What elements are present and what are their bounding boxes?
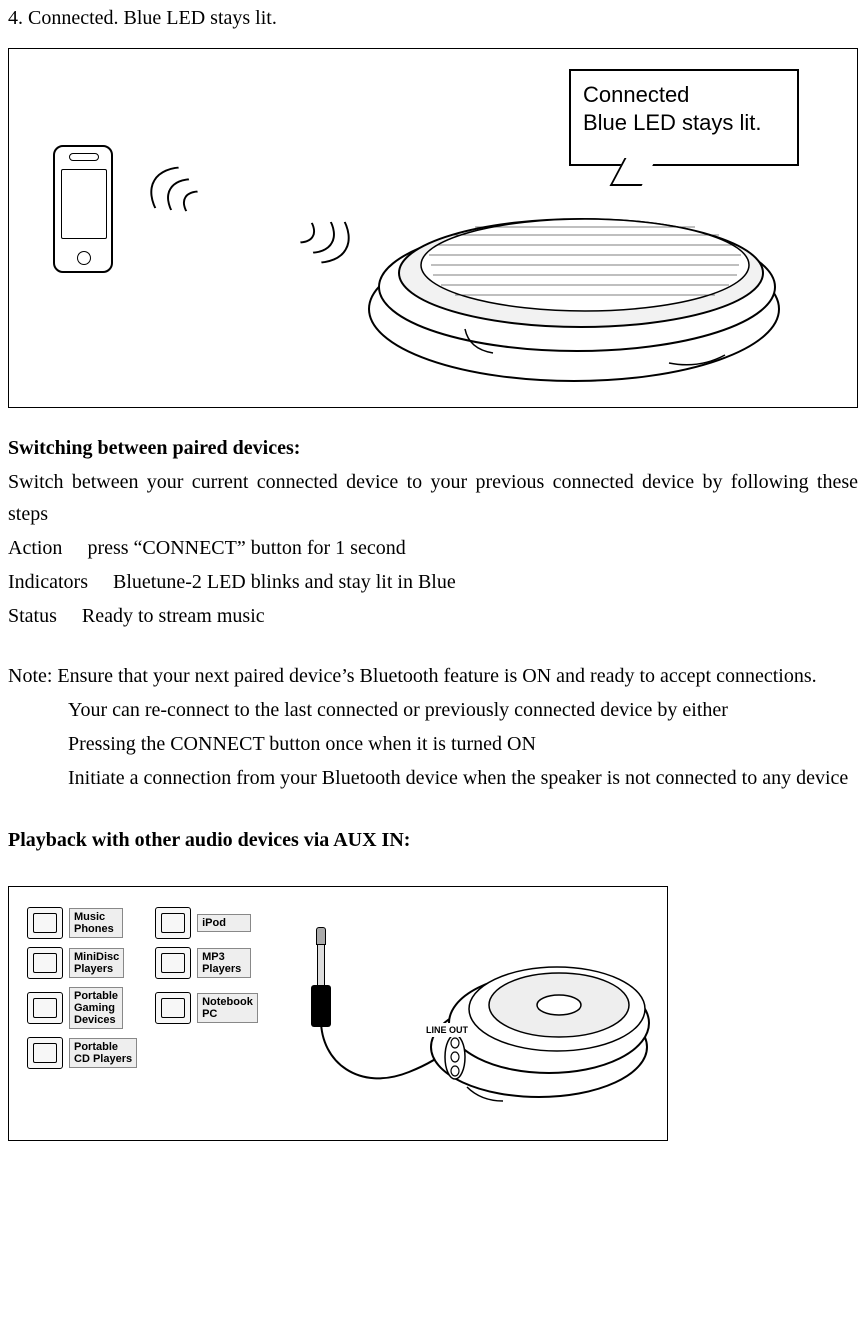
device-cd: PortableCD Players bbox=[27, 1037, 137, 1069]
callout-line1: Connected bbox=[583, 81, 785, 109]
device-icon bbox=[27, 1037, 63, 1069]
step-4-text: 4. Connected. Blue LED stays lit. bbox=[8, 2, 858, 34]
device-icon bbox=[27, 992, 63, 1024]
device-label: PortableGamingDevices bbox=[69, 987, 123, 1029]
device-notebook: NotebookPC bbox=[155, 987, 258, 1029]
switching-indicators: Indicators Bluetune-2 LED blinks and sta… bbox=[8, 566, 858, 598]
device-icon bbox=[27, 907, 63, 939]
speaker-illustration bbox=[349, 169, 789, 399]
device-label: PortableCD Players bbox=[69, 1038, 137, 1068]
device-grid: MusicPhones iPod MiniDiscPlayers MP3Play… bbox=[27, 907, 258, 1069]
note-line1: Note: Ensure that your next paired devic… bbox=[8, 660, 858, 692]
indicators-label: Indicators bbox=[8, 571, 88, 593]
device-gaming: PortableGamingDevices bbox=[27, 987, 137, 1029]
action-value: press “CONNECT” button for 1 second bbox=[87, 537, 405, 559]
device-mp3: MP3Players bbox=[155, 947, 258, 979]
device-icon bbox=[155, 907, 191, 939]
device-music-phones: MusicPhones bbox=[27, 907, 137, 939]
figure-aux: MusicPhones iPod MiniDiscPlayers MP3Play… bbox=[8, 886, 668, 1141]
phone-illustration bbox=[53, 145, 113, 285]
speaker-side-illustration bbox=[389, 917, 654, 1122]
switching-heading: Switching between paired devices: bbox=[8, 432, 858, 464]
device-label: NotebookPC bbox=[197, 993, 258, 1023]
action-label: Action bbox=[8, 537, 62, 559]
device-icon bbox=[27, 947, 63, 979]
device-label: iPod bbox=[197, 914, 251, 932]
figure-connected: Connected Blue LED stays lit. bbox=[8, 48, 858, 408]
note-bullet3: Initiate a connection from your Bluetoot… bbox=[68, 762, 858, 794]
aux-heading: Playback with other audio devices via AU… bbox=[8, 824, 858, 856]
switching-status: Status Ready to stream music bbox=[8, 600, 858, 632]
lineout-label: LINE OUT bbox=[425, 1023, 469, 1037]
device-ipod: iPod bbox=[155, 907, 258, 939]
callout-bubble: Connected Blue LED stays lit. bbox=[569, 69, 799, 166]
device-label: MP3Players bbox=[197, 948, 251, 978]
status-label: Status bbox=[8, 605, 57, 627]
device-minidisc: MiniDiscPlayers bbox=[27, 947, 137, 979]
callout-line2: Blue LED stays lit. bbox=[583, 109, 785, 137]
note-bullet1: Your can re-connect to the last connecte… bbox=[68, 694, 858, 726]
switching-action: Action press “CONNECT” button for 1 seco… bbox=[8, 532, 858, 564]
status-value: Ready to stream music bbox=[82, 605, 265, 627]
signal-waves-icon bbox=[159, 159, 339, 279]
indicators-value: Bluetune-2 LED blinks and stay lit in Bl… bbox=[113, 571, 456, 593]
device-label: MusicPhones bbox=[69, 908, 123, 938]
switching-intro: Switch between your current connected de… bbox=[8, 466, 858, 530]
device-icon bbox=[155, 992, 191, 1024]
device-label: MiniDiscPlayers bbox=[69, 948, 124, 978]
device-icon bbox=[155, 947, 191, 979]
note-bullet2: Pressing the CONNECT button once when it… bbox=[68, 728, 858, 760]
